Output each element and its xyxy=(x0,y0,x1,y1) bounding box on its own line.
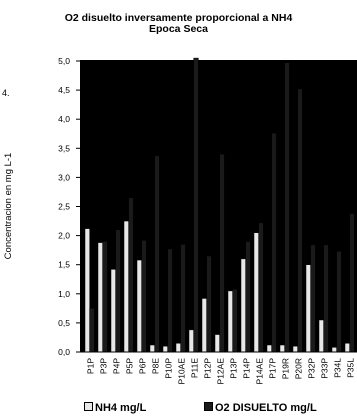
x-tick-label: P3P xyxy=(99,358,109,374)
y-axis-label: Concentracion en mg L-1 xyxy=(3,153,14,260)
legend-label-nh4: NH4 mg/L xyxy=(95,402,147,414)
x-tick-label: P4P xyxy=(112,358,122,374)
y-tick-label: 4,0 xyxy=(58,114,70,124)
x-ticks-layer: P1P P3P P4P P5P P6P P8E P10P P10AE P11E P12P P12AE… xyxy=(86,358,356,385)
y-tick-label: 2,5 xyxy=(58,202,70,212)
bar-o2 xyxy=(271,132,277,353)
y-tick-label: 2,0 xyxy=(58,231,70,241)
legend-item-nh4: NH4 mg/L xyxy=(84,402,146,414)
bar-o2 xyxy=(245,241,251,353)
bar-o2 xyxy=(310,244,316,353)
y-tick-label: 5,0 xyxy=(58,56,70,66)
bar-o2 xyxy=(349,213,355,353)
x-tick-label: P14P xyxy=(242,358,252,379)
bar-nh4 xyxy=(123,220,129,353)
bar-o2 xyxy=(180,244,186,353)
bar-nh4 xyxy=(214,334,220,353)
bar-nh4 xyxy=(279,344,285,353)
bar-nh4 xyxy=(266,344,272,353)
y-ticks-layer: 0,0 0,5 1,0 1,5 2,0 2,5 3,0 3,5 4,0 4,5 5,0 xyxy=(58,56,80,357)
bar-nh4 xyxy=(97,242,103,353)
y-tick-label: 3,0 xyxy=(58,172,70,182)
bar-o2 xyxy=(258,222,264,353)
y-tick-label: 0,5 xyxy=(58,318,70,328)
bar-o2 xyxy=(128,197,134,353)
bar-nh4 xyxy=(149,344,155,353)
x-tick-label: P10AE xyxy=(177,358,187,385)
x-tick-label: P10P xyxy=(164,358,174,379)
y-tick-label: 3,5 xyxy=(58,143,70,153)
bar-nh4 xyxy=(344,343,350,353)
bar-o2 xyxy=(323,244,329,353)
bar-o2 xyxy=(141,240,147,353)
x-tick-label: P13P xyxy=(229,358,239,379)
x-tick-label: P11E xyxy=(190,358,200,378)
bar-o2 xyxy=(89,308,95,353)
bar-o2 xyxy=(115,229,121,353)
bar-nh4 xyxy=(175,343,181,353)
bar-o2 xyxy=(154,155,160,353)
x-tick-label: P32P xyxy=(307,358,317,379)
bar-nh4 xyxy=(331,347,337,353)
x-tick-label: P12P xyxy=(203,358,213,379)
y-tick-label: 0,0 xyxy=(58,347,70,357)
bar-nh4 xyxy=(201,298,207,353)
bar-o2 xyxy=(219,153,225,353)
bar-nh4 xyxy=(188,329,194,353)
chart-subtitle: Epoca Seca xyxy=(149,23,208,35)
x-tick-label: P33P xyxy=(320,358,330,379)
x-tick-label: P6P xyxy=(138,358,148,374)
corner-mark: 4. xyxy=(2,88,10,98)
x-tick-label: P34L xyxy=(333,358,343,378)
bar-o2 xyxy=(193,57,199,353)
x-tick-label: P1P xyxy=(86,358,96,374)
bar-o2 xyxy=(167,248,173,353)
bar-nh4 xyxy=(162,345,168,353)
bar-o2 xyxy=(297,88,303,353)
x-tick-label: P8E xyxy=(151,358,161,374)
legend-swatch-nh4 xyxy=(84,402,93,411)
bar-nh4 xyxy=(253,232,259,353)
y-tick-label: 4,5 xyxy=(58,85,70,95)
x-tick-label: P17P xyxy=(268,358,278,379)
bar-nh4 xyxy=(292,345,298,353)
legend-item-o2: O2 DISUELTO mg/L xyxy=(204,402,317,414)
x-tick-label: P20R xyxy=(294,358,304,379)
chart-title: O2 disuelto inversamente proporcional a … xyxy=(64,12,293,24)
bar-o2 xyxy=(102,241,108,353)
y-tick-label: 1,0 xyxy=(58,289,70,299)
bar-o2 xyxy=(232,288,238,353)
bar-nh4 xyxy=(84,228,90,353)
chart-plot: 0,0 0,5 1,0 1,5 2,0 2,5 3,0 3,5 4,0 4,5 5,0 P1P P3P… xyxy=(3,56,357,385)
bar-nh4 xyxy=(318,319,324,353)
y-tick-label: 1,5 xyxy=(58,260,70,270)
bar-o2 xyxy=(336,251,342,353)
bar-o2 xyxy=(206,255,212,353)
bar-nh4 xyxy=(305,264,311,353)
bar-nh4 xyxy=(240,258,246,353)
legend-swatch-o2 xyxy=(204,402,213,411)
x-tick-label: P5P xyxy=(125,358,135,374)
x-tick-label: P35L xyxy=(346,358,356,378)
x-tick-label: P19R xyxy=(281,358,291,379)
legend-label-o2: O2 DISUELTO mg/L xyxy=(215,402,317,414)
bar-nh4 xyxy=(136,259,142,353)
x-tick-label: P14AE xyxy=(255,358,265,385)
x-tick-label: P12AE xyxy=(216,358,226,385)
bar-o2 xyxy=(284,62,290,353)
bars-layer xyxy=(84,57,355,353)
bar-nh4 xyxy=(227,290,233,353)
bar-nh4 xyxy=(110,269,116,353)
